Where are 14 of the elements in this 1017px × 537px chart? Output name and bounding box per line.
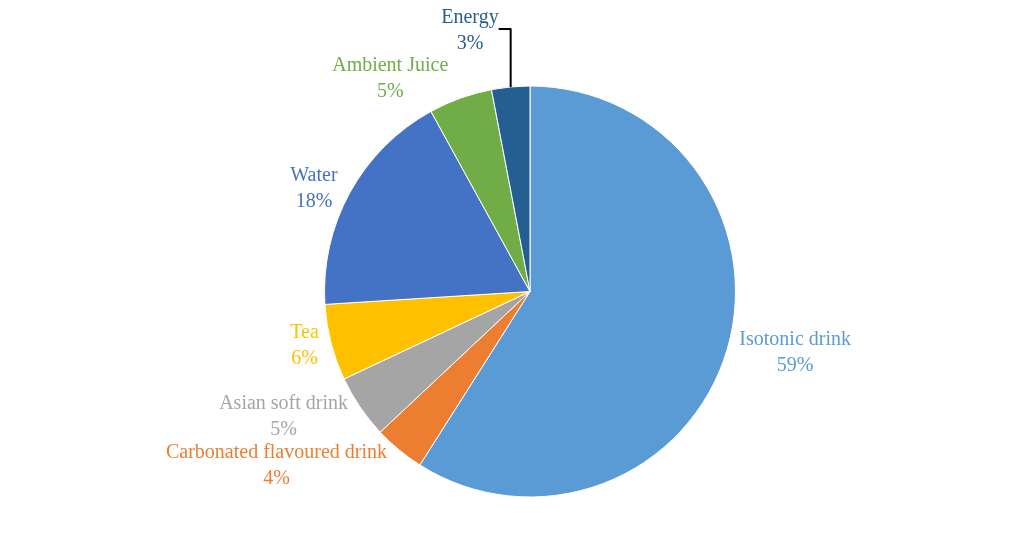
data-label: 4%	[263, 466, 290, 489]
slice-label: Water	[290, 162, 338, 185]
data-label: 5%	[270, 416, 297, 439]
data-label: 5%	[376, 78, 404, 101]
data-label: 6%	[291, 346, 318, 369]
slice-label: Energy	[441, 4, 499, 28]
slice-label: Isotonic drink	[739, 326, 851, 349]
data-label: 3%	[456, 30, 484, 53]
data-label: 59%	[776, 352, 814, 375]
slice-label: Tea	[290, 320, 319, 343]
slice-label: Ambient Juice	[332, 52, 449, 75]
data-label: 18%	[295, 188, 333, 211]
slice-label: Carbonated flavoured drink	[165, 440, 388, 463]
slice-label: Asian soft drink	[219, 390, 349, 413]
